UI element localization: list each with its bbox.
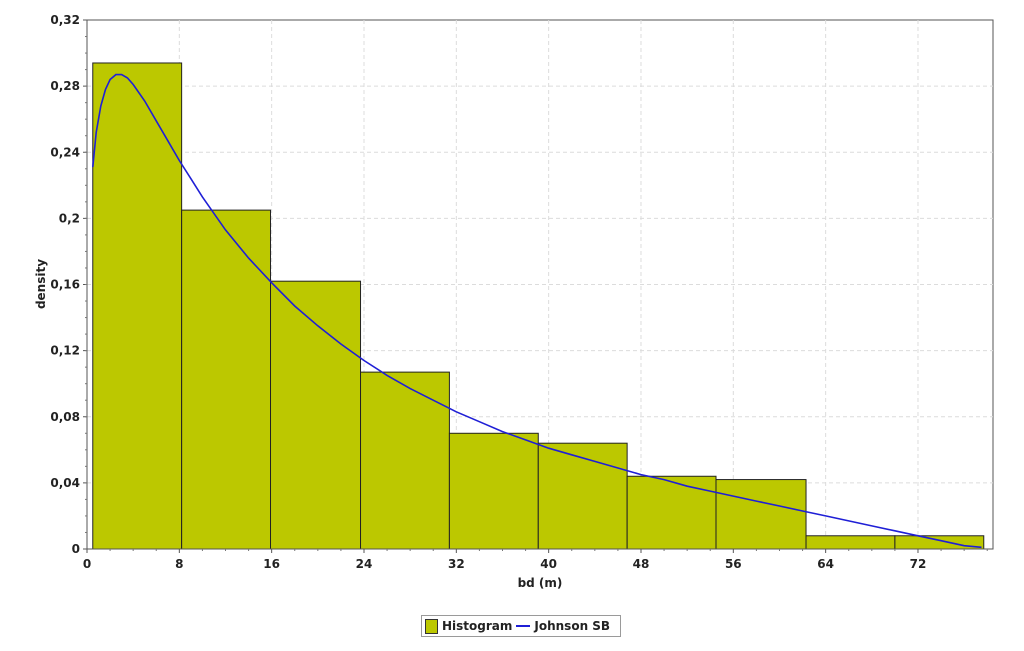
y-tick-label: 0 xyxy=(72,542,80,556)
histogram-bar xyxy=(448,432,539,550)
x-tick-label: 32 xyxy=(448,557,465,571)
y-tick-label: 0,24 xyxy=(50,145,80,159)
legend-item-histogram: Histogram xyxy=(425,618,513,634)
x-tick-label: 56 xyxy=(725,557,742,571)
y-tick-label: 0,32 xyxy=(50,13,80,27)
x-tick-label: 24 xyxy=(356,557,373,571)
histogram-bar xyxy=(626,475,717,550)
y-axis-title: density xyxy=(34,259,48,309)
johnson-sb-curve xyxy=(92,73,982,549)
legend-item-johnson-sb: Johnson SB xyxy=(516,619,610,633)
x-tick-label: 40 xyxy=(540,557,557,571)
legend-label-johnson-sb: Johnson SB xyxy=(534,619,611,633)
x-tick-label: 8 xyxy=(175,557,183,571)
histogram-bar xyxy=(181,209,272,550)
y-tick-label: 0,08 xyxy=(50,410,80,424)
x-axis-title: bd (m) xyxy=(518,576,563,590)
histogram-bar xyxy=(92,62,183,550)
legend-label-histogram: Histogram xyxy=(442,619,513,633)
y-tick-label: 0,16 xyxy=(50,278,80,292)
x-tick-label: 48 xyxy=(633,557,650,571)
y-tick-label: 0,2 xyxy=(59,211,80,225)
histogram-bars xyxy=(92,62,985,550)
histogram-bar xyxy=(805,535,896,550)
histogram-bar xyxy=(715,479,807,550)
x-tick-label: 0 xyxy=(83,557,91,571)
y-tick-label: 0,04 xyxy=(50,476,80,490)
johnson-sb-line xyxy=(92,73,982,549)
line-swatch-icon xyxy=(516,625,531,627)
histogram-swatch-icon xyxy=(425,618,438,634)
legend: Histogram Johnson SB xyxy=(421,615,622,637)
y-tick-label: 0,12 xyxy=(50,344,80,358)
histogram-bar xyxy=(537,442,628,550)
x-tick-label: 64 xyxy=(817,557,834,571)
axes: 0 0,04 0,08 0,12 0,16 0,2 0,24 0,28 0,32 0 8 16 24 32… xyxy=(50,13,993,571)
histogram-bar xyxy=(360,371,450,550)
x-tick-label: 16 xyxy=(263,557,280,571)
x-tick-label: 72 xyxy=(910,557,927,571)
y-tick-label: 0,28 xyxy=(50,79,80,93)
histogram-bar xyxy=(270,280,362,550)
